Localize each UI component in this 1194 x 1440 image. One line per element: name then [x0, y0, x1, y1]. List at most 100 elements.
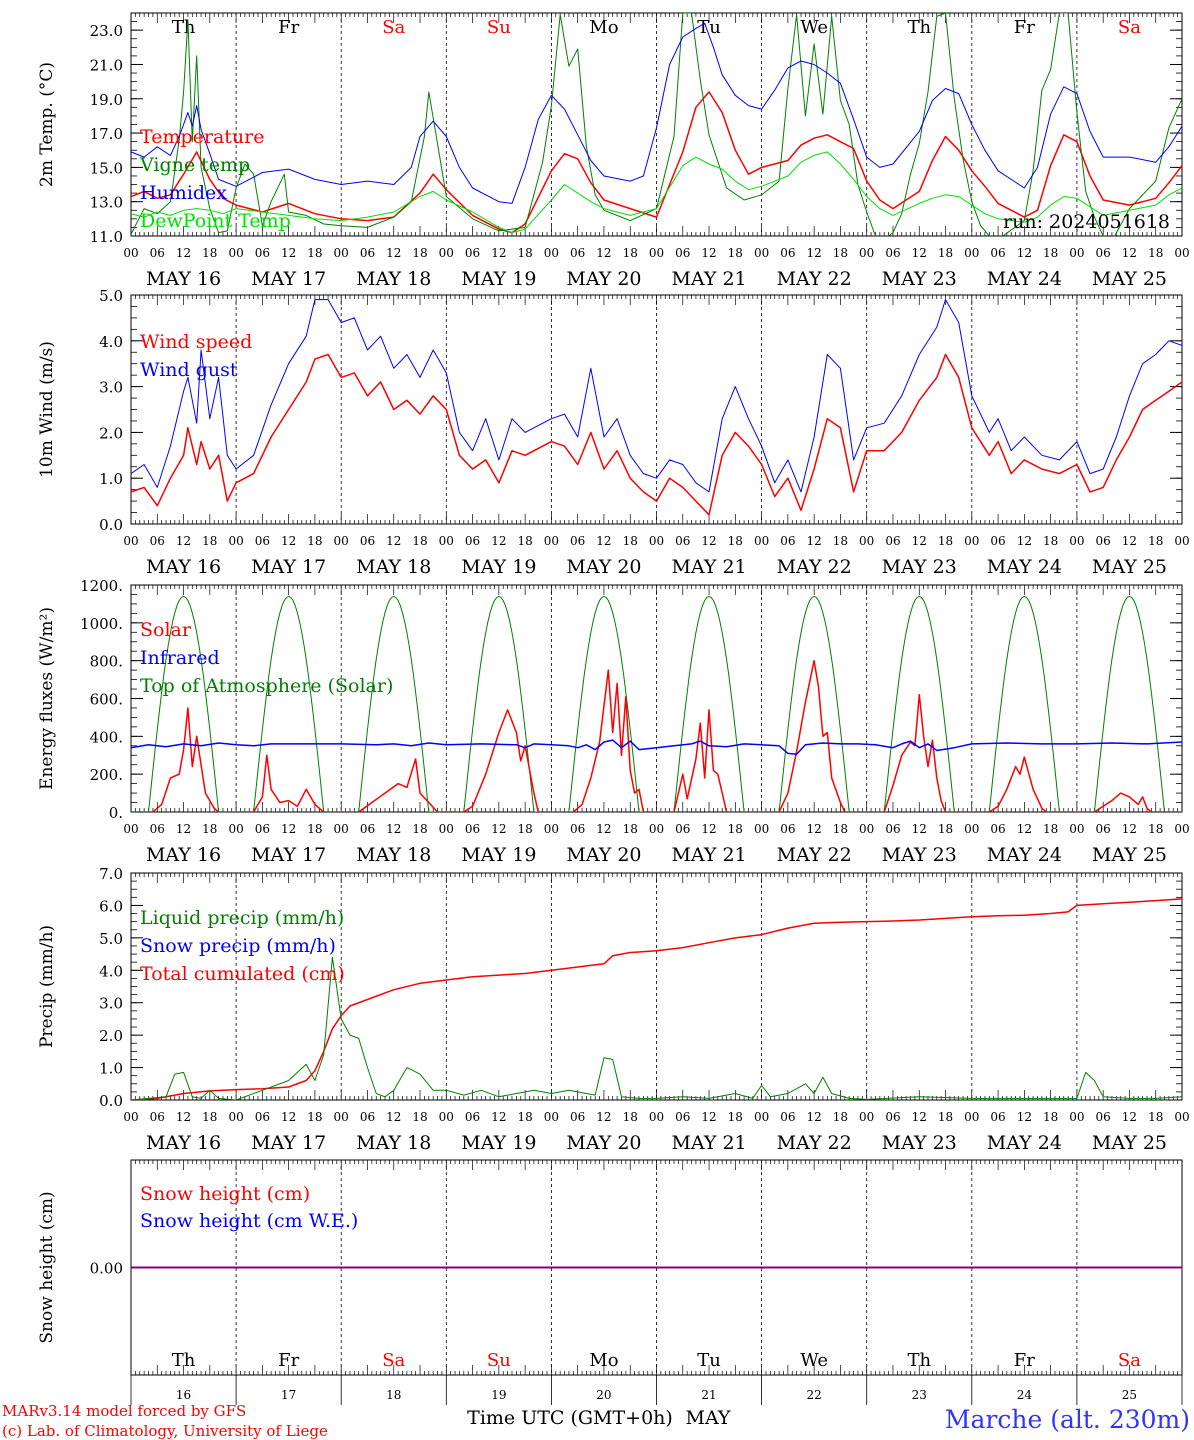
weekday-label: Mo: [589, 17, 618, 38]
x-hour-label: 12: [281, 1110, 296, 1124]
x-date-label: MAY 25: [1092, 556, 1167, 578]
x-date-label: MAY 20: [566, 844, 641, 866]
x-date-label: MAY 21: [671, 1132, 746, 1154]
weekday-label: Th: [172, 17, 196, 38]
y-tick-label: 1.0: [99, 1060, 123, 1078]
weekday-label: Fr: [278, 1350, 299, 1371]
day-number-label: 18: [386, 1388, 401, 1402]
y-tick-label: 0.: [109, 804, 123, 822]
x-hour-label: 06: [360, 822, 375, 836]
x-hour-label: 18: [412, 534, 427, 548]
x-hour-label: 12: [386, 1110, 401, 1124]
x-hour-label: 00: [1069, 822, 1084, 836]
x-hour-label: 18: [307, 1110, 322, 1124]
x-hour-label: 12: [807, 246, 822, 260]
x-hour-label: 12: [281, 246, 296, 260]
x-hour-label: 00: [334, 822, 349, 836]
x-hour-label: 18: [517, 1110, 532, 1124]
model-credit: MARv3.14 model forced by GFS: [2, 1402, 246, 1420]
x-hour-label: 06: [570, 1110, 585, 1124]
day-number-label: 21: [701, 1388, 716, 1402]
x-hour-label: 06: [885, 822, 900, 836]
y-tick-label: 400.: [90, 728, 123, 746]
series-line-top-of-atmosphere-solar-: [148, 595, 1182, 812]
x-hour-label: 00: [123, 822, 138, 836]
day-number-label: 25: [1122, 1388, 1137, 1402]
x-date-label: MAY 23: [882, 1132, 957, 1154]
x-hour-label: 00: [228, 822, 243, 836]
x-hour-label: 06: [1096, 534, 1111, 548]
x-hour-label: 06: [255, 246, 270, 260]
x-date-label: MAY 24: [987, 844, 1062, 866]
x-hour-label: 12: [491, 1110, 506, 1124]
y-axis-label: Energy fluxes (W/m²): [37, 607, 57, 790]
weekday-label: Mo: [589, 1350, 618, 1371]
x-hour-label: 18: [517, 534, 532, 548]
x-hour-label: 00: [754, 246, 769, 260]
day-number-label: 24: [1017, 1388, 1033, 1402]
x-hour-label: 18: [623, 822, 638, 836]
x-date-label: MAY 16: [146, 844, 221, 866]
legend-entry: Top of Atmosphere (Solar): [140, 675, 393, 697]
series-line-solar: [131, 659, 1182, 812]
x-hour-label: 06: [360, 246, 375, 260]
panel-wind: 0.0 1.0 2.0 3.0 4.0 5.0 00 06 12 18 00 06 12 18 00 06 12…: [37, 287, 1190, 578]
y-tick-label: 13.0: [90, 194, 123, 212]
x-hour-label: 18: [623, 534, 638, 548]
x-hour-label: 00: [754, 822, 769, 836]
x-hour-label: 18: [1148, 822, 1163, 836]
x-hour-label: 18: [938, 534, 953, 548]
x-date-label: MAY 23: [882, 268, 957, 290]
legend-entry: Solar: [140, 619, 192, 641]
weekday-label: Tu: [697, 17, 721, 38]
x-hour-label: 12: [281, 822, 296, 836]
weekday-label: Fr: [1014, 1350, 1035, 1371]
x-hour-label: 06: [465, 246, 480, 260]
x-hour-label: 18: [938, 246, 953, 260]
x-hour-label: 12: [386, 534, 401, 548]
x-hour-label: 06: [990, 822, 1005, 836]
x-hour-label: 00: [439, 534, 454, 548]
x-hour-label: 12: [701, 246, 716, 260]
weekday-label: Su: [487, 17, 511, 38]
x-hour-label: 12: [1017, 822, 1032, 836]
y-tick-label: 0.0: [99, 1092, 123, 1110]
x-hour-label: 12: [386, 822, 401, 836]
x-hour-label: 00: [123, 1110, 138, 1124]
panel-snow: 0.00 Snow height (cm) Snow height (cm) Snow…: [37, 1159, 1183, 1376]
x-date-label: MAY 16: [146, 1132, 221, 1154]
x-hour-label: 06: [885, 534, 900, 548]
run-label: run: 2024051618: [1003, 211, 1170, 233]
x-date-label: MAY 22: [777, 844, 852, 866]
y-tick-label: 0.0: [99, 516, 123, 534]
y-tick-label: 1000.: [80, 615, 123, 633]
x-hour-label: 18: [412, 822, 427, 836]
legend-entry: Snow precip (mm/h): [140, 935, 336, 957]
x-hour-label: 18: [623, 1110, 638, 1124]
x-date-label: MAY 25: [1092, 844, 1167, 866]
weekday-label: Th: [907, 17, 931, 38]
legend-entry: Snow height (cm W.E.): [140, 1210, 358, 1232]
x-hour-label: 06: [255, 822, 270, 836]
x-hour-label: 00: [1174, 822, 1189, 836]
x-hour-label: 18: [1148, 534, 1163, 548]
x-hour-label: 00: [544, 822, 559, 836]
y-axis-label: 2m Temp. (°C): [37, 62, 57, 187]
x-hour-label: 18: [833, 822, 848, 836]
x-hour-label: 12: [701, 534, 716, 548]
day-number-label: 19: [491, 1388, 506, 1402]
x-hour-label: 00: [754, 534, 769, 548]
x-hour-label: 06: [465, 1110, 480, 1124]
x-date-label: MAY 23: [882, 556, 957, 578]
y-axis-label: 10m Wind (m/s): [37, 341, 57, 478]
x-date-label: MAY 16: [146, 556, 221, 578]
x-hour-label: 06: [780, 534, 795, 548]
x-hour-label: 18: [307, 246, 322, 260]
weekday-label: Su: [487, 1350, 511, 1371]
y-tick-label: 4.0: [99, 962, 123, 980]
x-hour-label: 18: [412, 1110, 427, 1124]
station-label: Marche (alt. 230m): [945, 1405, 1190, 1434]
weekday-label: Tu: [697, 1350, 721, 1371]
x-hour-label: 00: [754, 1110, 769, 1124]
x-hour-label: 00: [859, 534, 874, 548]
